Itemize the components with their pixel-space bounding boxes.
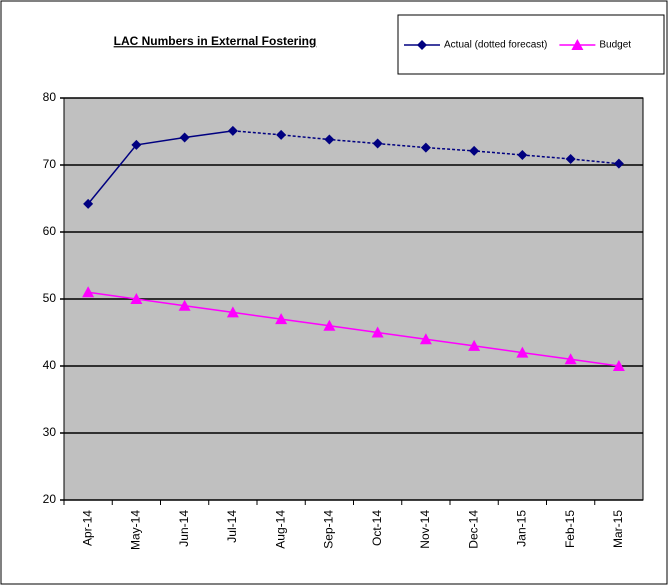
y-tick-label: 20 [43, 492, 57, 506]
marker [276, 129, 287, 140]
marker [417, 40, 427, 50]
marker [226, 306, 239, 318]
x-tick-label: May-14 [129, 510, 143, 550]
marker [83, 198, 94, 209]
marker [516, 346, 529, 358]
marker [468, 339, 481, 351]
x-tick-label: Aug-14 [273, 510, 287, 549]
marker [612, 360, 625, 371]
marker [420, 142, 431, 153]
legend-label: Actual (dotted forecast) [444, 40, 547, 51]
x-tick-label: Feb-15 [563, 510, 577, 548]
x-tick-label: Apr-14 [80, 510, 94, 546]
marker [324, 134, 335, 145]
marker [275, 313, 288, 325]
x-tick-label: Jan-15 [515, 510, 529, 547]
marker [179, 132, 190, 143]
legend-label: Budget [599, 40, 631, 51]
marker [419, 333, 432, 345]
x-tick-label: Jul-14 [225, 510, 239, 543]
marker [372, 138, 383, 149]
marker [178, 299, 191, 311]
marker [571, 39, 584, 50]
marker [82, 286, 95, 298]
x-tick-label: Mar-15 [611, 510, 625, 548]
marker [517, 149, 528, 160]
y-tick-label: 70 [43, 157, 57, 171]
chart-title: LAC Numbers in External Fostering [114, 34, 317, 48]
x-tick-label: Sep-14 [322, 510, 336, 549]
marker [469, 145, 480, 156]
y-tick-label: 50 [43, 291, 57, 305]
marker [131, 139, 142, 150]
x-tick-label: Nov-14 [418, 510, 432, 549]
marker [564, 353, 577, 365]
marker [227, 125, 238, 136]
y-tick-label: 30 [43, 425, 57, 439]
series-line [232, 130, 619, 165]
y-tick-label: 40 [43, 358, 57, 372]
series-line [87, 130, 233, 205]
marker [130, 293, 143, 304]
x-tick-label: Oct-14 [370, 510, 384, 546]
series-line [88, 291, 619, 367]
marker [565, 153, 576, 164]
marker [371, 326, 384, 338]
legend-box [397, 14, 665, 75]
y-tick-label: 60 [43, 224, 57, 238]
marker [323, 319, 336, 331]
y-tick-label: 80 [43, 90, 57, 104]
x-tick-label: Dec-14 [466, 510, 480, 549]
x-tick-label: Jun-14 [177, 510, 191, 547]
marker [613, 158, 624, 169]
